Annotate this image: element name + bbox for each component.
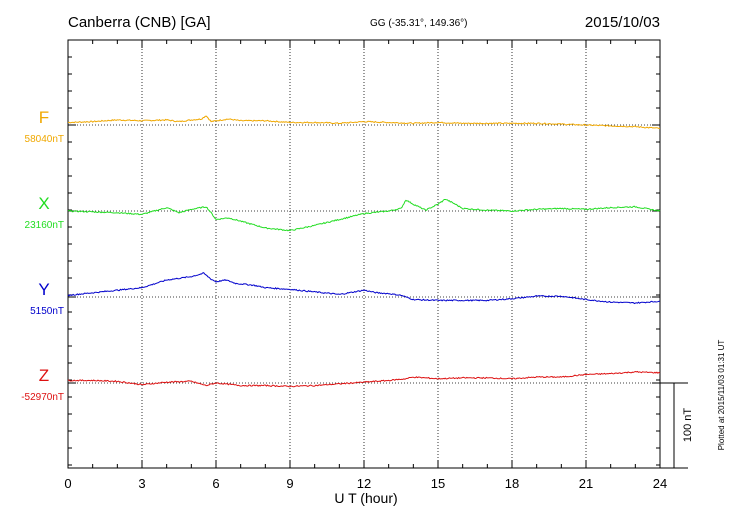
series-line-Y	[67, 272, 660, 305]
series-name-Y: Y	[38, 280, 49, 299]
baseline-label-X: 23160nT	[25, 220, 64, 231]
grid-lines	[68, 40, 660, 468]
coordinates-label: GG (-35.31°, 149.36°)	[370, 18, 468, 29]
baseline-label-Z: -52970nT	[21, 392, 64, 403]
x-tick-label: 15	[431, 476, 445, 491]
axis-ticks: 0 3 6 9 12 15 18 21 24	[64, 40, 667, 491]
x-tick-label: 12	[357, 476, 371, 491]
station-title: Canberra (CNB) [GA]	[68, 14, 211, 31]
baseline-label-Y: 5150nT	[30, 306, 64, 317]
x-tick-label: 24	[653, 476, 667, 491]
series-line-Z	[67, 370, 661, 388]
x-axis-title: U T (hour)	[334, 490, 397, 506]
series-labels: F 58040nT X 23160nT Y 5150nT Z -52970nT	[21, 108, 64, 403]
scale-bar-label: 100 nT	[682, 408, 694, 443]
series-name-X: X	[38, 194, 49, 213]
x-tick-label: 6	[212, 476, 219, 491]
series-line-X	[67, 199, 661, 232]
series-line-F	[67, 115, 661, 130]
series-name-Z: Z	[39, 366, 49, 385]
x-tick-label: 3	[138, 476, 145, 491]
date-label: 2015/10/03	[585, 14, 660, 31]
x-tick-label: 18	[505, 476, 519, 491]
baseline-label-F: 58040nT	[25, 134, 64, 145]
scale-bar: 100 nT	[660, 382, 694, 469]
x-tick-label: 0	[64, 476, 71, 491]
plotted-timestamp: Plotted at 2015/11/03 01:31 UT	[717, 340, 726, 451]
series-layer	[67, 115, 661, 388]
series-name-F: F	[39, 108, 49, 127]
x-tick-label: 9	[286, 476, 293, 491]
x-tick-label: 21	[579, 476, 593, 491]
